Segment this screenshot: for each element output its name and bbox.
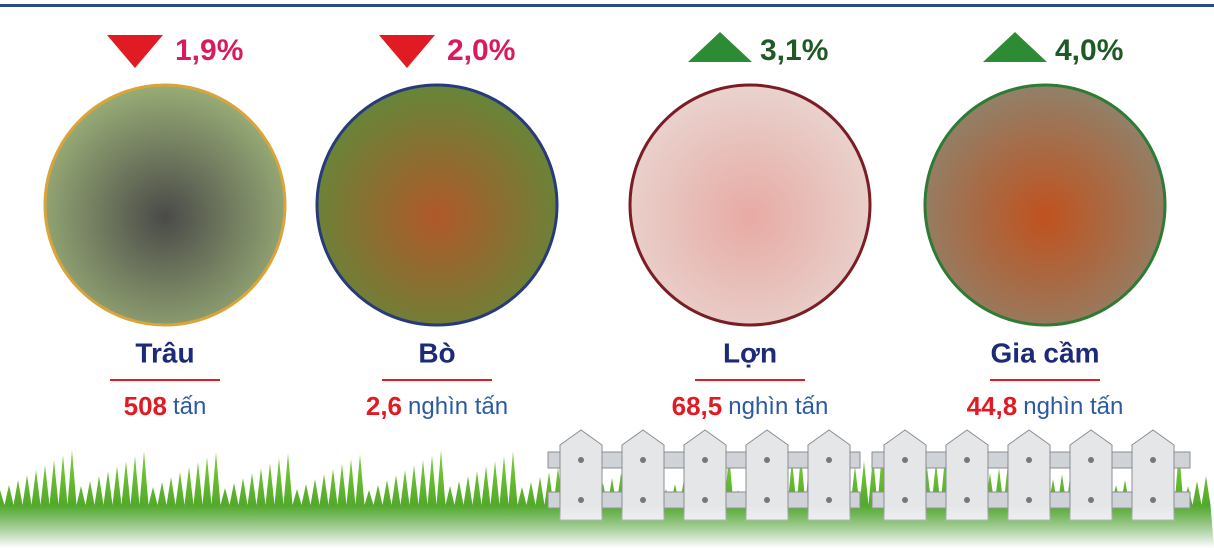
fence-nail: [826, 497, 832, 503]
value-number: 508: [124, 391, 167, 421]
animal-photo: [630, 85, 870, 325]
value-unit: nghìn tấn: [1023, 393, 1123, 420]
value-number: 44,8: [967, 391, 1018, 421]
value-unit: nghìn tấn: [728, 393, 828, 420]
infographic: 1,9%Trâu508tấn2,0%Bò2,6nghìn tấn3,1%Lợn6…: [0, 0, 1214, 548]
change-percent: 1,9%: [175, 34, 243, 67]
value-unit: tấn: [173, 393, 206, 420]
fence-nail: [764, 497, 770, 503]
animal-photo: [925, 85, 1165, 325]
value-number: 68,5: [672, 391, 723, 421]
ground-fade: [0, 505, 1214, 548]
fence-nail: [826, 457, 832, 463]
trend-up-arrow: [983, 32, 1047, 62]
fence-nail: [702, 497, 708, 503]
fence-nail: [1088, 457, 1094, 463]
fence-nail: [578, 457, 584, 463]
fence-nail: [640, 497, 646, 503]
fence-nail: [1026, 497, 1032, 503]
trend-down-arrow: [107, 35, 163, 68]
fence-nail: [964, 457, 970, 463]
fence-nail: [702, 457, 708, 463]
fence-nail: [764, 457, 770, 463]
animal-name: Lợn: [723, 337, 777, 368]
value-number: 2,6: [366, 391, 402, 421]
trend-up-arrow: [688, 32, 752, 62]
animal-name: Trâu: [135, 337, 194, 368]
animal-name: Gia cầm: [991, 337, 1100, 368]
fence-nail: [902, 457, 908, 463]
top-rule: [0, 4, 1214, 7]
trend-down-arrow: [379, 35, 435, 68]
value-unit: nghìn tấn: [408, 393, 508, 420]
animal-photo: [317, 85, 557, 325]
fence-nail: [1150, 497, 1156, 503]
animal-photo: [45, 85, 285, 325]
change-percent: 2,0%: [447, 34, 515, 67]
change-percent: 3,1%: [760, 34, 828, 67]
fence-nail: [964, 497, 970, 503]
fence-nail: [1088, 497, 1094, 503]
fence-nail: [1026, 457, 1032, 463]
fence-nail: [1150, 457, 1156, 463]
fence-nail: [902, 497, 908, 503]
fence-nail: [640, 457, 646, 463]
animal-name: Bò: [418, 337, 455, 368]
fence-nail: [578, 497, 584, 503]
change-percent: 4,0%: [1055, 34, 1123, 67]
